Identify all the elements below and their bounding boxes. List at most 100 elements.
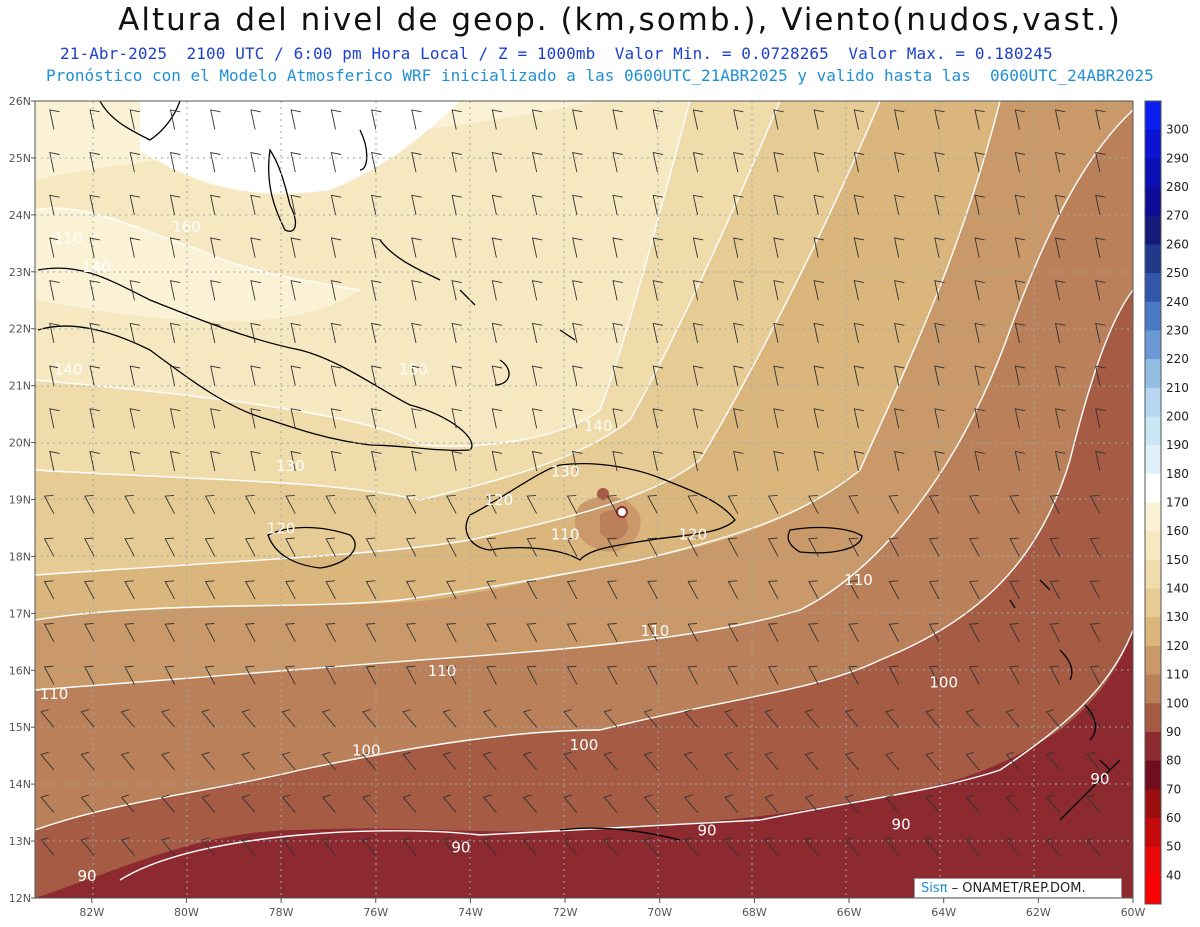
wind-barb xyxy=(129,237,141,258)
wind-barb xyxy=(647,537,658,557)
wind-barb xyxy=(934,194,945,215)
wind-barb xyxy=(405,494,417,514)
wind-barb xyxy=(486,580,497,600)
wind-barb xyxy=(210,365,221,386)
wind-barb xyxy=(934,280,945,301)
wind-barb xyxy=(411,237,422,258)
wind-barb xyxy=(692,109,704,130)
wind-barb xyxy=(210,280,221,301)
wind-barb xyxy=(844,794,859,813)
wind-barb xyxy=(1054,152,1066,173)
colorbar-label: 80 xyxy=(1166,754,1181,768)
wind-barb xyxy=(894,450,905,472)
wind-barb xyxy=(89,194,100,215)
wind-barb xyxy=(204,537,216,557)
wind-barb xyxy=(250,408,261,429)
jamaica-coast xyxy=(267,526,356,569)
wind-barb xyxy=(692,152,704,173)
colorbar-label: 150 xyxy=(1166,553,1189,567)
contour-value-label: 160 xyxy=(172,218,201,236)
wind-barb xyxy=(687,494,698,514)
wind-barb xyxy=(1049,580,1060,600)
wind-barb xyxy=(321,751,336,771)
wind-barb xyxy=(813,280,824,301)
credit-box: Sisπ – ONAMET/REP.DOM. xyxy=(914,878,1122,898)
wind-barb xyxy=(531,365,543,386)
wind-barb xyxy=(129,408,141,429)
wind-barb xyxy=(1014,109,1026,130)
wind-barb xyxy=(894,322,905,343)
wind-barb xyxy=(934,365,945,386)
wind-barb xyxy=(80,709,95,728)
wind-barb xyxy=(1054,322,1066,343)
wind-barb xyxy=(724,709,739,728)
wind-barb xyxy=(652,280,664,301)
wind-barb xyxy=(888,537,900,557)
wind-barb xyxy=(647,580,658,600)
colorbar-swatch xyxy=(1145,559,1161,590)
wind-barb xyxy=(411,365,422,386)
wind-barb xyxy=(161,709,175,728)
wind-barb xyxy=(169,450,181,472)
wind-barb xyxy=(365,623,377,643)
wind-barb xyxy=(285,537,296,557)
colorbar-swatch xyxy=(1145,875,1161,905)
wind-barb xyxy=(491,365,503,386)
wind-barb xyxy=(281,751,296,771)
wind-barb xyxy=(727,537,739,557)
wind-barb xyxy=(572,152,583,173)
colorbar-swatch xyxy=(1145,703,1161,733)
wind-barb xyxy=(603,837,618,856)
colorbar-swatch xyxy=(1145,330,1161,360)
wind-barb xyxy=(491,280,503,301)
wind-barb xyxy=(683,751,698,771)
wind-barb xyxy=(250,237,261,258)
wind-barb xyxy=(934,322,945,343)
wind-barb xyxy=(1095,322,1106,343)
wind-barb xyxy=(563,709,578,728)
wind-barb xyxy=(965,794,980,813)
wind-barb xyxy=(652,237,664,258)
wind-barb xyxy=(330,280,342,301)
wind-barb xyxy=(974,152,985,173)
wind-barb xyxy=(244,580,256,600)
wind-barb xyxy=(1089,580,1101,600)
wind-barb xyxy=(848,665,859,685)
wind-barb xyxy=(1009,494,1020,514)
colorbar-label: 50 xyxy=(1166,840,1181,854)
wind-barb xyxy=(773,322,784,343)
wind-barb xyxy=(928,623,940,643)
latitude-label: 21N xyxy=(9,380,31,393)
wind-barb xyxy=(1014,365,1026,386)
wind-barb xyxy=(566,494,578,514)
wind-barb xyxy=(844,751,859,771)
wind-barb xyxy=(572,322,583,343)
colorbar-label: 100 xyxy=(1166,696,1189,710)
wind-barb xyxy=(606,537,618,557)
wind-barb xyxy=(1046,751,1060,771)
wind-barb xyxy=(773,152,784,173)
latitude-label: 16N xyxy=(9,664,31,677)
wind-barb xyxy=(365,580,377,600)
wind-barb xyxy=(250,109,261,130)
wind-barb xyxy=(692,237,704,258)
wind-barb xyxy=(974,408,985,429)
wind-barb xyxy=(129,194,141,215)
wind-barb xyxy=(773,450,784,472)
longitude-labels: 82W 80W 78W 76W 74W 72W 70W 68W 66W 64W 62W 60W xyxy=(79,898,1146,919)
wind-barb xyxy=(482,837,497,856)
latitude-label: 25N xyxy=(9,152,31,165)
wind-barb xyxy=(853,322,865,343)
colorbar-label: 130 xyxy=(1166,610,1189,624)
wind-barb xyxy=(894,194,905,215)
wind-barb xyxy=(89,365,100,386)
wind-barb xyxy=(928,537,940,557)
wind-barb xyxy=(885,837,900,856)
colorbar-frame xyxy=(1144,100,1162,905)
wind-barb xyxy=(482,794,497,813)
wind-barb xyxy=(405,580,417,600)
wind-barb xyxy=(969,623,980,643)
wind-barb xyxy=(1095,152,1106,173)
wind-barb xyxy=(974,365,985,386)
